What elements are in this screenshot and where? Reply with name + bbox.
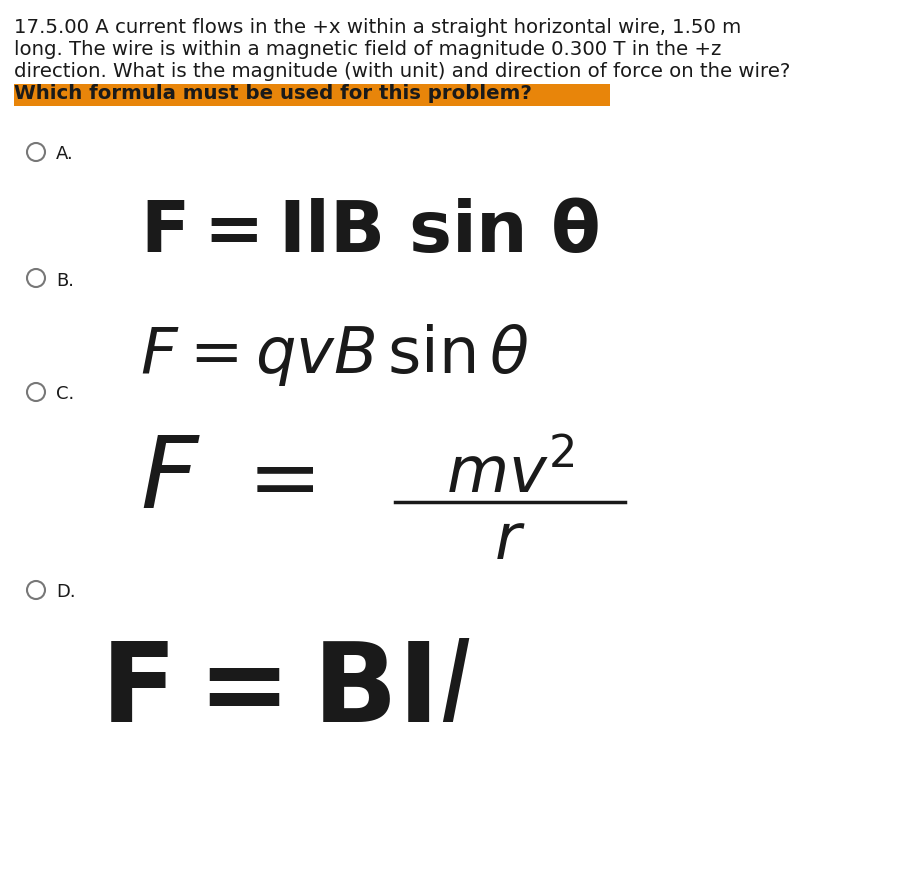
Text: direction. What is the magnitude (with unit) and direction of force on the wire?: direction. What is the magnitude (with u… [14, 62, 790, 81]
Text: 17.5.00 A current flows in the +x within a straight horizontal wire, 1.50 m: 17.5.00 A current flows in the +x within… [14, 18, 741, 37]
Text: $\mathit{mv^{2}}$: $\mathit{mv^{2}}$ [445, 444, 575, 507]
Text: A.: A. [56, 145, 74, 163]
Text: $\mathsf{\mathbf{F = IlB\ sin\ \theta}}$: $\mathsf{\mathbf{F = IlB\ sin\ \theta}}$ [140, 198, 600, 267]
Text: $\mathit{F = qvB\,\sin\theta}$: $\mathit{F = qvB\,\sin\theta}$ [140, 322, 529, 388]
Text: $\mathsf{\mathbf{F = BI}}$$\mathit{l}$: $\mathsf{\mathbf{F = BI}}$$\mathit{l}$ [100, 638, 470, 745]
Text: $=$: $=$ [230, 437, 314, 523]
Text: long. The wire is within a magnetic field of magnitude 0.300 T in the +z: long. The wire is within a magnetic fiel… [14, 40, 722, 59]
Text: C.: C. [56, 385, 74, 403]
Text: Which formula must be used for this problem?: Which formula must be used for this prob… [14, 84, 532, 103]
Text: D.: D. [56, 583, 76, 601]
Text: $\mathit{F}$: $\mathit{F}$ [140, 431, 201, 529]
Text: $\mathit{r}$: $\mathit{r}$ [494, 510, 526, 572]
Text: B.: B. [56, 272, 74, 290]
Bar [14, 84, 610, 106]
